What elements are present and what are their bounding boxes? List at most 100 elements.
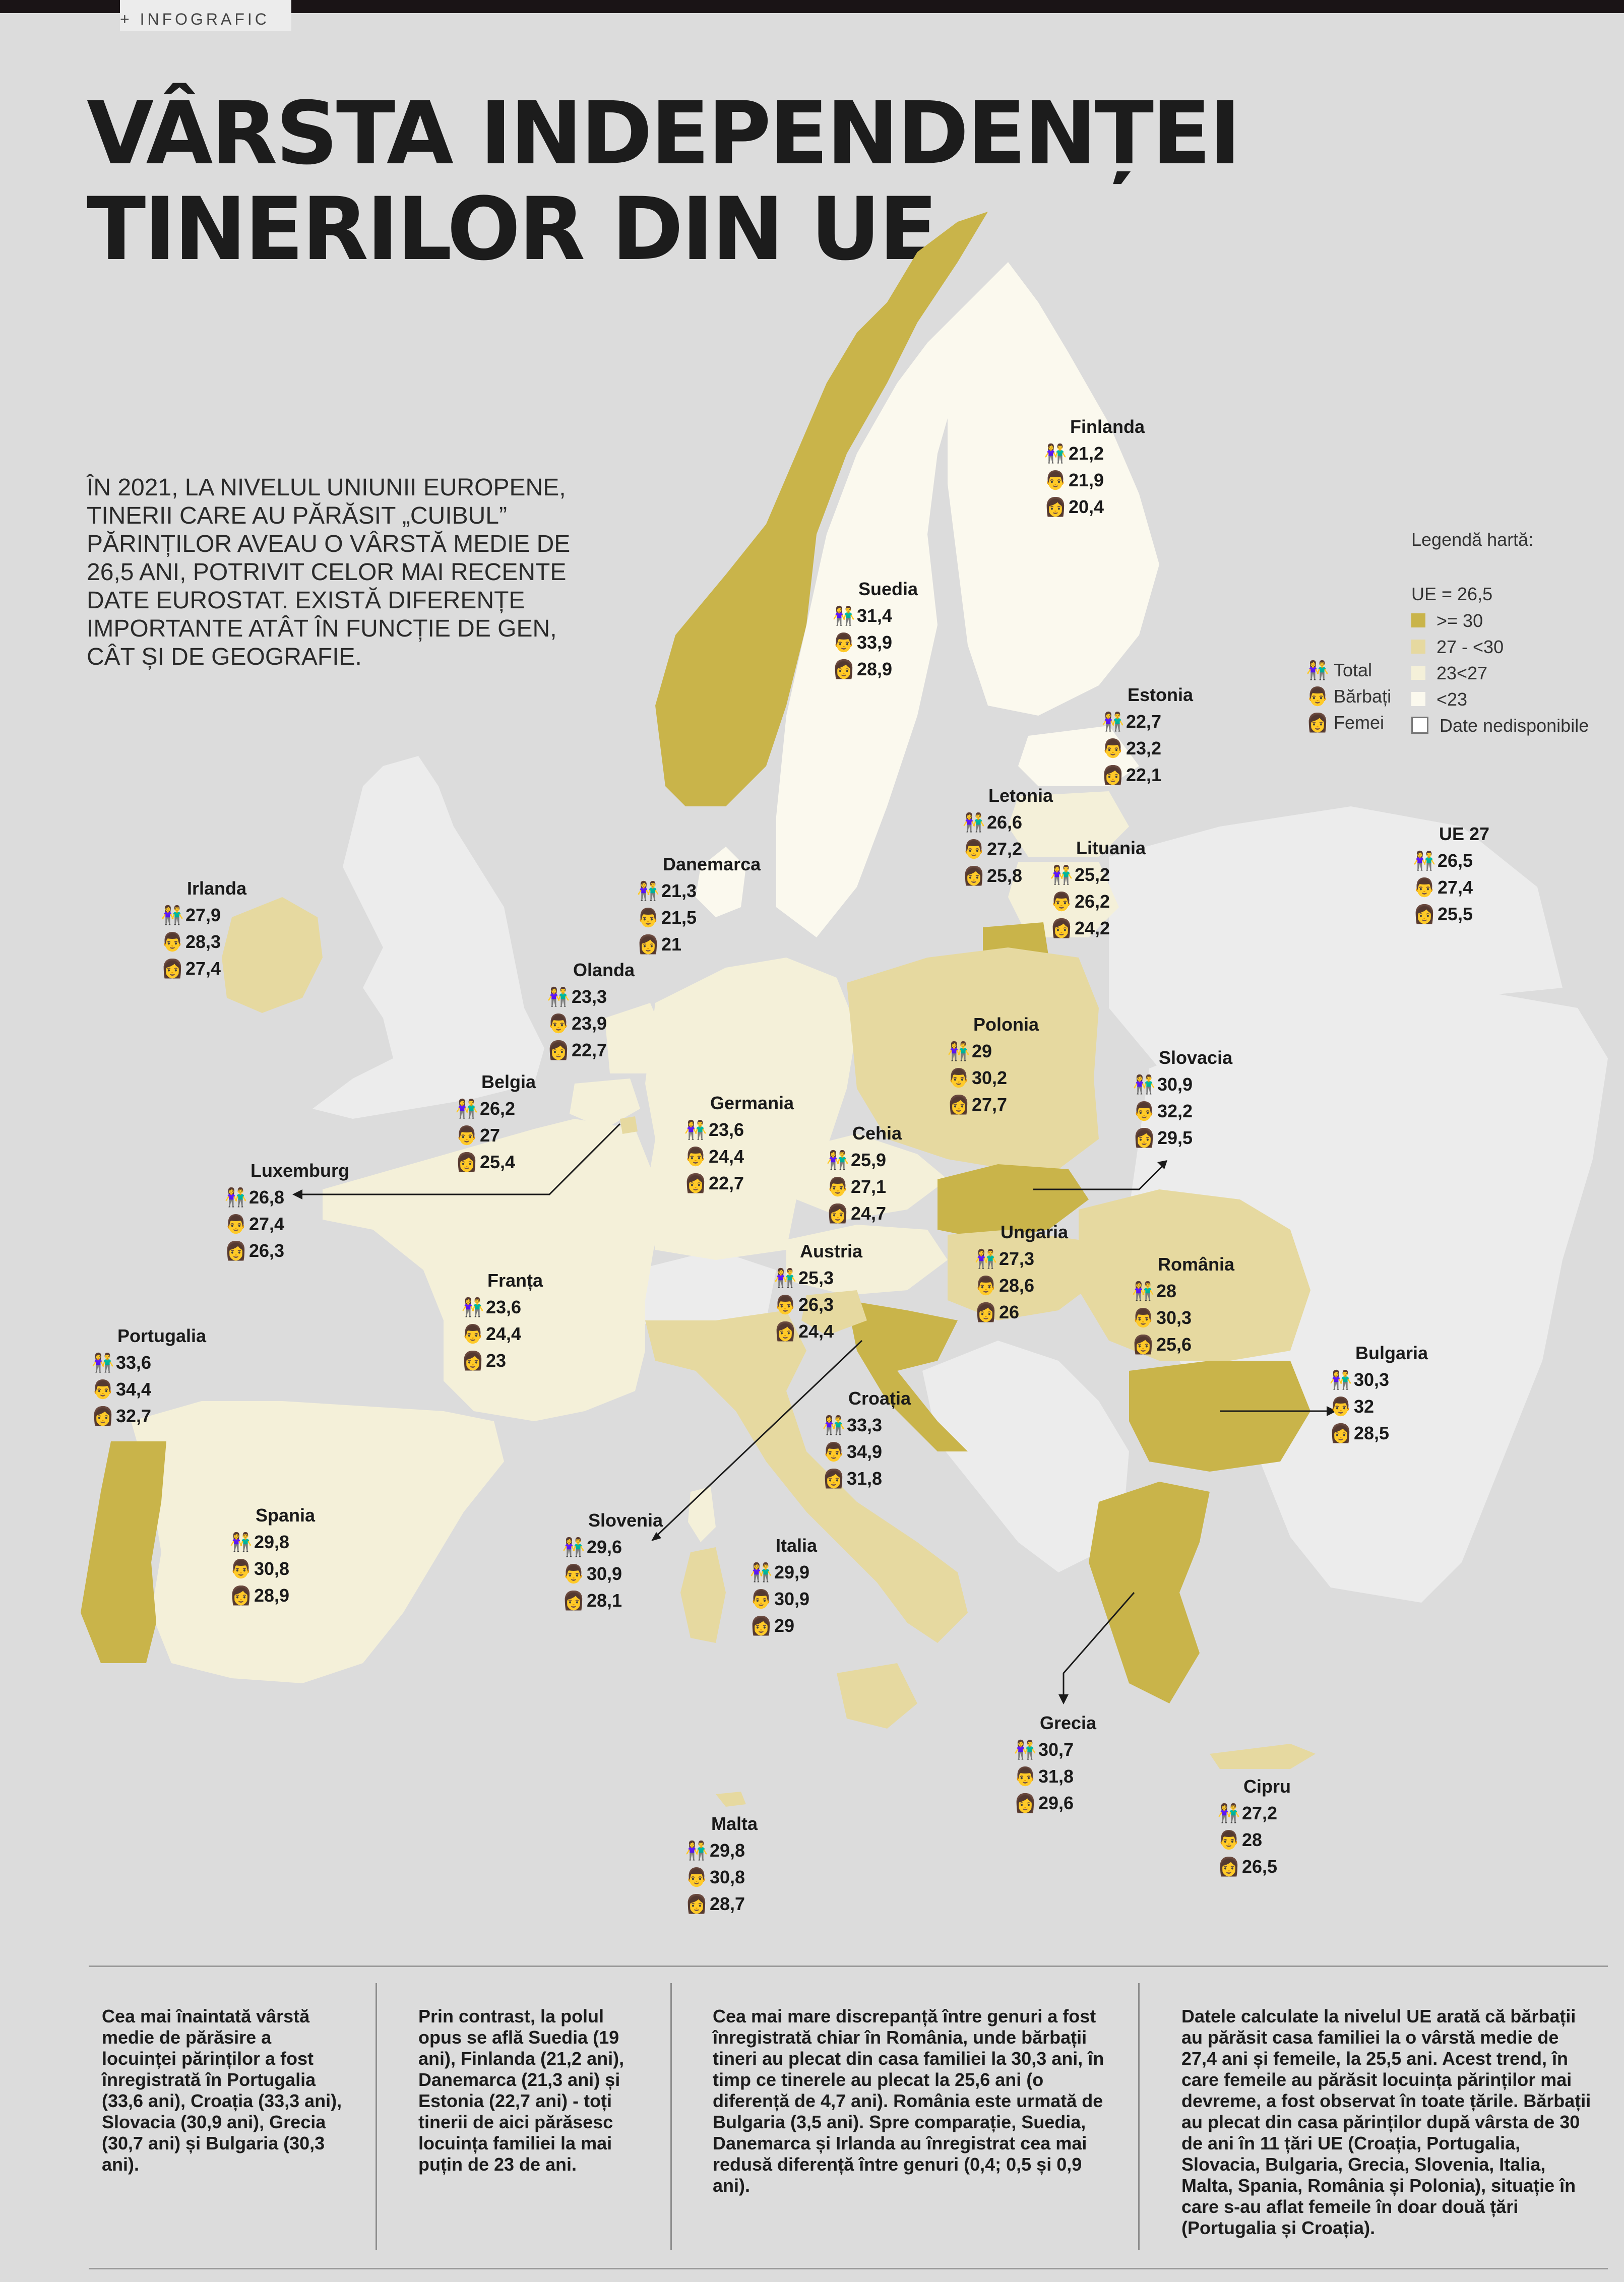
country-label: Austria 👫25,3 👨26,3 👩24,4 [772, 1238, 862, 1345]
country-shape-sweden [776, 312, 988, 937]
man-icon: 👨 [1044, 470, 1067, 490]
legend-swatch [1411, 613, 1425, 628]
europe-map [81, 212, 1608, 1807]
country-label: Polonia 👫29 👨30,2 👩27,7 [946, 1011, 1039, 1118]
woman-icon: 👩 [1044, 496, 1067, 517]
country-stat-women: 👩27,4 [159, 955, 246, 982]
legend-item: <23 [1411, 688, 1467, 711]
country-value-total: 31,4 [857, 605, 893, 626]
country-stat-men: 👨28 [1216, 1826, 1291, 1853]
title-line-1: VÂRSTA INDEPENDENȚEI [87, 83, 1241, 184]
country-stat-women: 👩28,1 [560, 1587, 663, 1614]
country-name: România [1158, 1254, 1235, 1275]
country-value-women: 27,7 [972, 1094, 1008, 1115]
woman-icon: 👩 [1014, 1793, 1037, 1813]
country-stat-total: 👫33,6 [90, 1349, 206, 1376]
country-label: Letonia 👫26,6 👨27,2 👩25,8 [961, 782, 1053, 889]
man-icon: 👨 [461, 1323, 484, 1344]
country-stat-total: 👫29,8 [683, 1837, 758, 1864]
country-shape-malta [716, 1792, 746, 1807]
woman-icon: 👩 [1133, 1127, 1156, 1148]
country-value-men: 34,9 [847, 1441, 883, 1462]
country-label: Danemarca 👫21,3 👨21,5 👩21 [635, 851, 761, 958]
legend-item: >= 30 [1411, 610, 1483, 632]
legend-label: <23 [1436, 689, 1468, 710]
pointer-slovakia [1033, 1163, 1165, 1190]
legend-label: >= 30 [1436, 610, 1483, 631]
man-icon: 👨 [562, 1563, 585, 1584]
couple-icon: 👫 [826, 1150, 849, 1170]
man-icon: 👨 [91, 1379, 114, 1400]
woman-icon: 👩 [962, 865, 985, 886]
country-stat-women: 👩24,2 [1048, 915, 1146, 941]
footer-text-1: Cea mai înaintată vârstă medie de părăsi… [102, 2006, 342, 2175]
country-stat-women: 👩28,9 [831, 656, 918, 682]
country-value-total: 30,7 [1038, 1739, 1074, 1760]
man-icon: 👨 [962, 839, 985, 859]
country-stat-men: 👨26,3 [772, 1291, 862, 1318]
country-label: Ungaria 👫27,3 👨28,6 👩26 [973, 1219, 1068, 1325]
country-stat-women: 👩29,5 [1131, 1124, 1232, 1151]
country-value-total: 26,5 [1438, 850, 1473, 871]
country-label: Suedia 👫31,4 👨33,9 👩28,9 [831, 576, 918, 682]
country-value-total: 27,9 [185, 905, 221, 925]
country-value-total: 23,3 [572, 986, 607, 1007]
man-icon: 👨 [547, 1013, 570, 1034]
country-value-women: 29,6 [1038, 1793, 1074, 1813]
couple-icon: 👫 [1044, 443, 1067, 464]
country-value-women: 32,7 [116, 1406, 152, 1426]
country-value-men: 26,3 [798, 1294, 834, 1315]
man-icon: 👨 [822, 1441, 845, 1462]
country-stat-total: 👫21,3 [635, 877, 761, 904]
country-value-total: 25,2 [1075, 864, 1110, 885]
couple-icon: 👫 [684, 1119, 707, 1140]
footer-text-3: Cea mai mare discrepanță între genuri a … [713, 2006, 1104, 2196]
country-shape-belgium [570, 1079, 640, 1129]
man-icon: 👨 [826, 1176, 849, 1197]
couple-icon: 👫 [1014, 1739, 1037, 1760]
country-value-total: 21,3 [661, 880, 697, 901]
couple-icon: 👫 [974, 1248, 997, 1269]
couple-icon: 👫 [562, 1537, 585, 1557]
country-value-women: 20,4 [1069, 496, 1104, 517]
country-stat-total: 👫27,9 [159, 902, 246, 928]
man-icon: 👨 [1050, 891, 1073, 912]
country-stat-total: 👫25,2 [1048, 861, 1146, 888]
country-value-men: 28,6 [999, 1275, 1035, 1296]
section-tag: + INFOGRAFIC [120, 0, 291, 31]
country-value-women: 28,1 [587, 1590, 622, 1611]
country-stat-men: 👨27,1 [825, 1173, 902, 1200]
country-stat-men: 👨24,4 [682, 1143, 794, 1170]
man-icon: 👨 [832, 632, 855, 653]
man-icon: 👨 [1132, 1307, 1155, 1328]
country-shape-sardinia [680, 1547, 726, 1643]
legend-swatch [1411, 692, 1425, 707]
country-shape-spain [131, 1401, 504, 1683]
country-label: Estonia 👫22,7 👨23,2 👩22,1 [1100, 681, 1193, 788]
man-icon: 👨 [684, 1146, 707, 1167]
couple-icon: 👫 [547, 986, 570, 1007]
country-value-total: 29,6 [587, 1537, 622, 1557]
country-shape-austria [786, 1225, 948, 1295]
country-shape-cyprus [1210, 1744, 1316, 1769]
country-value-women: 26 [999, 1302, 1020, 1322]
country-name: Austria [800, 1241, 863, 1261]
country-label: Grecia 👫30,7 👨31,8 👩29,6 [1012, 1709, 1097, 1816]
country-value-men: 32 [1354, 1396, 1375, 1417]
country-stat-total: 👫27,3 [973, 1245, 1068, 1272]
country-value-total: 27,3 [999, 1248, 1035, 1269]
legend-swatch [1411, 717, 1428, 734]
pointer-slovenia [654, 1340, 863, 1538]
country-stat-total: 👫29,6 [560, 1534, 663, 1560]
country-stat-men: 👨24,4 [460, 1320, 543, 1347]
country-value-total: 26,2 [480, 1098, 516, 1119]
country-value-men: 28,3 [185, 931, 221, 952]
couple-icon: 👫 [685, 1840, 708, 1861]
country-label: Germania 👫23,6 👨24,4 👩22,7 [682, 1090, 794, 1196]
country-label: Portugalia 👫33,6 👨34,4 👩32,7 [90, 1322, 206, 1429]
country-value-men: 31,8 [1038, 1766, 1074, 1787]
country-value-women: 26,5 [1242, 1856, 1278, 1877]
couple-icon: 👫 [1329, 1369, 1352, 1390]
woman-icon: 👩 [637, 934, 660, 955]
legend-item: 23<27 [1411, 662, 1487, 684]
